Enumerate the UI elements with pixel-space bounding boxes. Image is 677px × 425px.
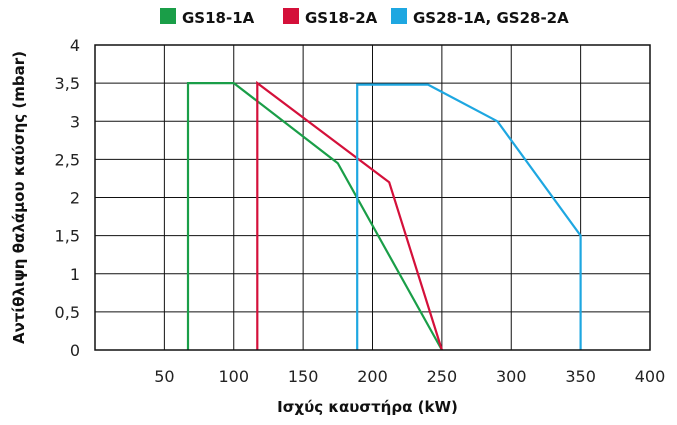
legend-swatch-2 (283, 8, 299, 24)
legend-swatch-1 (160, 8, 176, 24)
y-tick-label: 4 (70, 36, 80, 55)
y-axis-title: Αντίθλιψη θαλάμου καύσης (mbar) (10, 51, 28, 344)
tick-labels: 50 100 150 200 250 300 350 400 0 0,5 1 1,5 2 2,5 3 3,5 4 (55, 36, 666, 386)
series-layer (186, 80, 582, 351)
y-tick-label: 1 (70, 265, 80, 284)
y-tick-label: 0,5 (55, 303, 80, 322)
x-tick-label: 300 (496, 367, 527, 386)
y-tick-label: 2 (70, 189, 80, 208)
y-tick-label: 2,5 (55, 150, 80, 169)
x-tick-label: 100 (218, 367, 249, 386)
x-tick-label: 400 (635, 367, 666, 386)
legend-label-3: GS28-1A, GS28-2A (413, 9, 569, 27)
y-tick-label: 0 (70, 341, 80, 360)
y-tick-label: 3 (70, 112, 80, 131)
x-tick-label: 50 (154, 367, 174, 386)
x-tick-label: 150 (288, 367, 319, 386)
y-tick-label: 3,5 (55, 74, 80, 93)
legend-swatch-3 (391, 8, 407, 24)
x-tick-label: 250 (427, 367, 458, 386)
y-tick-label: 1,5 (55, 227, 80, 246)
legend: GS18-1A GS18-2A GS28-1A, GS28-2A (160, 8, 569, 27)
series-line-3 (356, 83, 582, 350)
grid (95, 44, 651, 351)
legend-label-2: GS18-2A (305, 9, 378, 27)
x-tick-label: 350 (565, 367, 596, 386)
x-tick-label: 200 (357, 367, 388, 386)
x-axis-title: Ισχύς καυστήρα (kW) (277, 398, 458, 416)
legend-label-1: GS18-1A (182, 9, 255, 27)
series-line-1 (186, 81, 443, 351)
plot-frame (94, 44, 651, 351)
series-line-2 (256, 80, 443, 351)
